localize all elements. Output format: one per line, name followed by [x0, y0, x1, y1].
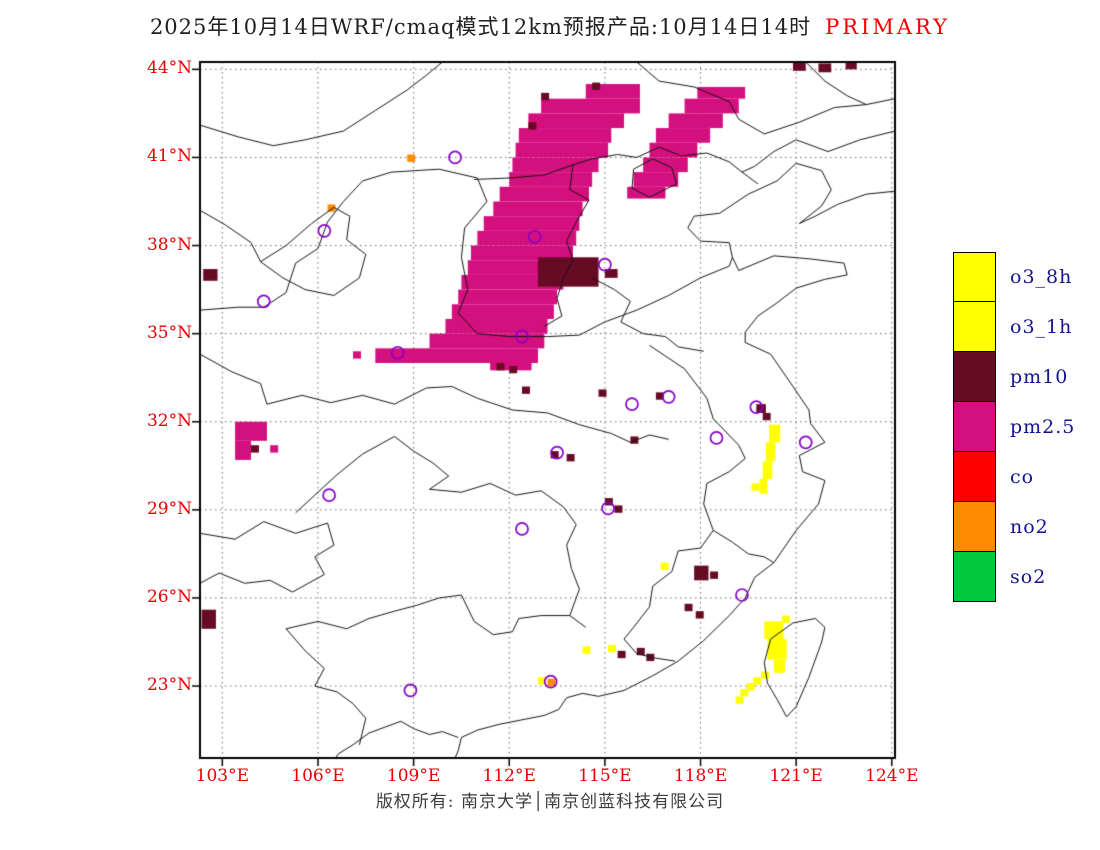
- y-tick-label: 32°N: [146, 410, 192, 431]
- legend-swatch: [953, 301, 996, 352]
- x-tick-label: 121°E: [769, 766, 823, 786]
- x-tick-label: 115°E: [578, 766, 632, 786]
- legend-swatch: [953, 401, 996, 452]
- y-tick-label: 29°N: [146, 498, 192, 519]
- y-tick-label: 23°N: [146, 675, 192, 696]
- legend-swatch: [953, 501, 996, 552]
- legend-item-pm25: pm2.5: [953, 401, 1076, 452]
- legend-swatch: [953, 551, 996, 602]
- legend-item-o31h: o3_1h: [953, 301, 1075, 352]
- legend-label: o3_1h: [1010, 316, 1073, 338]
- x-tick-label: 112°E: [482, 766, 536, 786]
- legend-label: pm10: [1010, 366, 1069, 388]
- legend-label: so2: [1010, 566, 1047, 588]
- x-tick-label: 118°E: [673, 766, 728, 786]
- legend-item-o38h: o3_8h: [953, 252, 1075, 302]
- x-tick-label: 124°E: [865, 766, 919, 786]
- y-tick-label: 35°N: [146, 322, 192, 343]
- y-tick-label: 44°N: [146, 58, 192, 79]
- y-tick-label: 38°N: [146, 234, 192, 255]
- copyright-text: 版权所有: 南京大学│南京创蓝科技有限公司: [375, 792, 725, 812]
- y-tick-label: 41°N: [146, 146, 192, 167]
- x-tick-label: 106°E: [291, 766, 345, 786]
- legend-label: o3_8h: [1010, 266, 1073, 288]
- legend-item-pm10: pm10: [953, 351, 1075, 402]
- pollutant-legend: o3_8h o3_1h pm10 pm2.5 co no2 so2: [953, 252, 1075, 602]
- legend-label: co: [1010, 466, 1035, 488]
- x-tick-label: 109°E: [386, 766, 441, 786]
- legend-swatch: [953, 252, 996, 302]
- legend-label: no2: [1010, 516, 1049, 538]
- legend-label: pm2.5: [1010, 416, 1076, 438]
- legend-item-no2: no2: [953, 501, 1075, 552]
- y-tick-label: 26°N: [146, 586, 192, 607]
- legend-swatch: [953, 351, 996, 402]
- legend-item-so2: so2: [953, 551, 1075, 602]
- x-tick-label: 103°E: [195, 766, 249, 786]
- legend-swatch: [953, 451, 996, 502]
- legend-item-co: co: [953, 451, 1075, 502]
